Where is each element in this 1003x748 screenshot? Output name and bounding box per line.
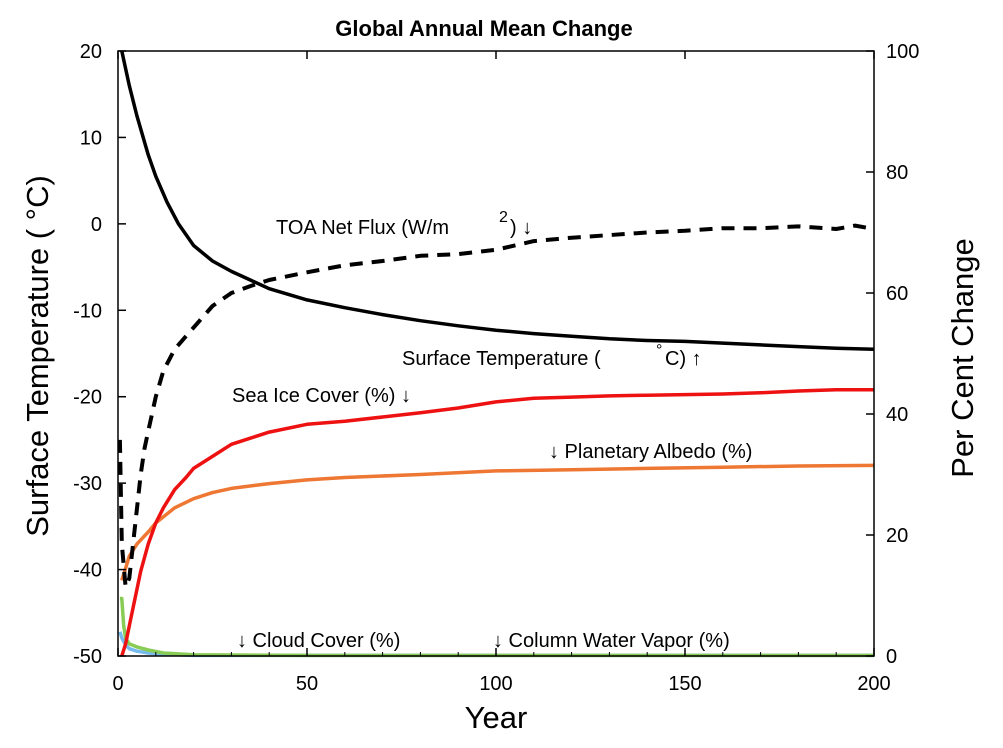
annotation-cloud-cover: ↓ Cloud Cover (%) <box>237 630 400 652</box>
x-axis-title: Year <box>465 700 528 735</box>
y-right-tick-label: 100 <box>886 41 919 63</box>
y-left-tick-label: 10 <box>80 127 102 149</box>
x-tick-label: 150 <box>668 673 701 695</box>
x-tick-label: 200 <box>857 673 890 695</box>
y-left-tick-label: -10 <box>73 300 102 322</box>
series-line-3 <box>120 463 875 581</box>
y-left-tick-label: -40 <box>73 560 102 582</box>
series-line-0 <box>120 50 875 351</box>
y-axis-left-title: Surface Temperature ( °C) <box>20 175 55 537</box>
annotation-temperature-tail: C) ↑ <box>665 348 702 370</box>
series-layer <box>117 50 875 658</box>
annotation-temperature-degree: ° <box>656 342 662 359</box>
annotation-planetary-albedo: ↓ Planetary Albedo (%) <box>549 441 752 463</box>
y-right-tick-label: 40 <box>886 404 908 426</box>
annotation-sea-ice-cover: Sea Ice Cover (%) ↓ <box>232 385 411 407</box>
y-right-tick-label: 60 <box>886 283 908 305</box>
series-line-1 <box>117 223 875 589</box>
annotation-surface-temperature: Surface Temperature ( <box>402 348 601 370</box>
y-axis-right-title: Per Cent Change <box>945 238 980 478</box>
y-left-tick-label: -20 <box>73 387 102 409</box>
y-left-tick-label: -50 <box>73 646 102 668</box>
series-line-2 <box>120 388 874 657</box>
x-tick-label: 0 <box>112 673 123 695</box>
annotation-toa-superscript: 2 <box>499 209 508 226</box>
ticks-layer: 0 50 100 150 20020100-10-20-30-40-5010080604… <box>73 41 919 695</box>
y-right-tick-label: 20 <box>886 525 908 547</box>
y-left-tick-label: 20 <box>80 41 102 63</box>
chart-title: Global Annual Mean Change <box>335 16 632 41</box>
y-right-tick-label: 0 <box>886 646 897 668</box>
y-left-tick-label: -30 <box>73 473 102 495</box>
y-right-tick-label: 80 <box>886 162 908 184</box>
annotation-toa-tail: ) ↓ <box>510 217 532 239</box>
x-tick-label: 50 <box>296 673 318 695</box>
x-tick-label: 100 <box>479 673 512 695</box>
y-left-tick-label: 0 <box>91 214 102 236</box>
annotation-toa-net-flux: TOA Net Flux (W/m <box>276 217 449 239</box>
annotation-column-water-vapor: ↓ Column Water Vapor (%) <box>493 630 730 652</box>
